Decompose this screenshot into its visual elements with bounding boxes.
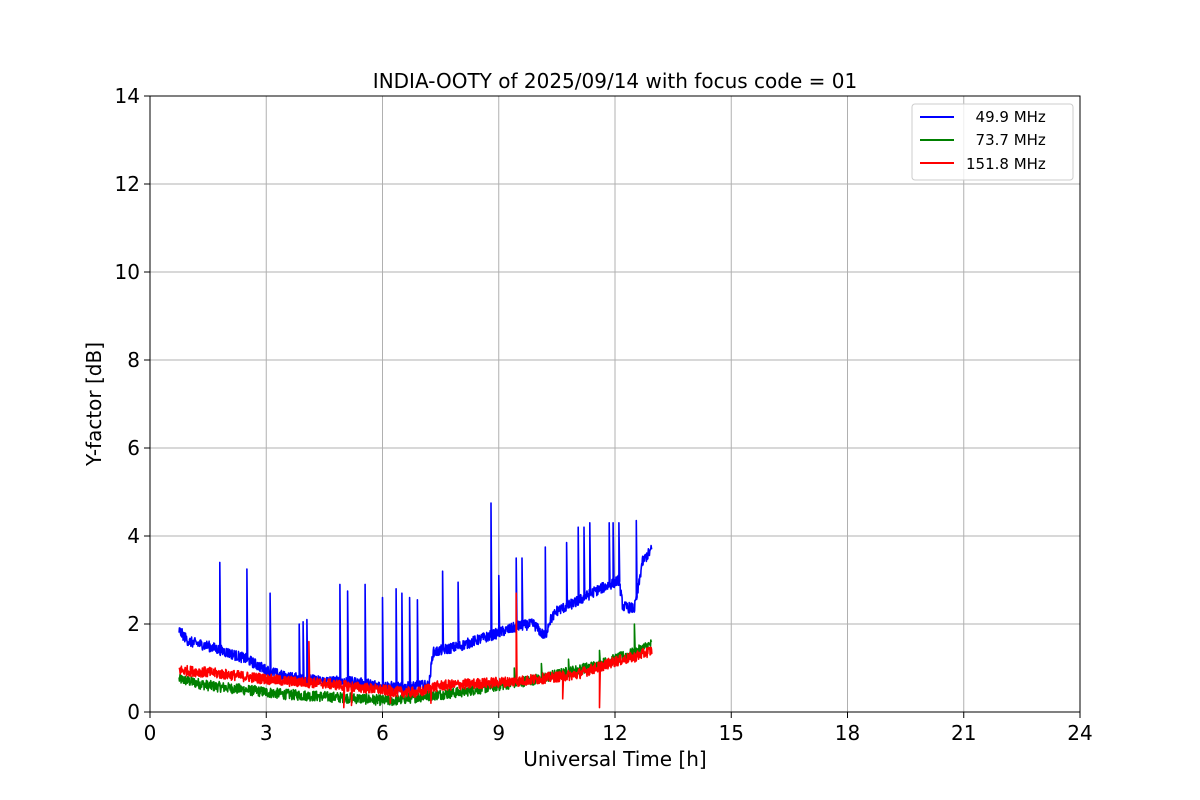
y-tick-label: 8 [127, 348, 140, 372]
y-axis-label: Y-factor [dB] [82, 342, 106, 467]
y-tick-label: 14 [115, 84, 140, 108]
x-tick-label: 15 [719, 721, 744, 745]
x-tick-label: 24 [1067, 721, 1092, 745]
y-tick-label: 4 [127, 524, 140, 548]
y-tick-label: 2 [127, 612, 140, 636]
legend-box [911, 103, 1074, 181]
x-tick-label: 12 [602, 721, 627, 745]
x-tick-label: 0 [144, 721, 157, 745]
x-axis-label: Universal Time [h] [523, 747, 706, 771]
legend-label-151-8: 151.8 MHz [966, 155, 1046, 173]
x-tick-label: 3 [260, 721, 273, 745]
x-tick-label: 18 [835, 721, 860, 745]
y-tick-label: 10 [115, 260, 140, 284]
y-tick-label: 12 [115, 172, 140, 196]
y-tick-label: 0 [127, 700, 140, 724]
legend: 49.9 MHz 73.7 MHz 151.8 MHz [911, 103, 1074, 181]
series-layer [178, 502, 653, 709]
series-line-49-9 [178, 502, 653, 694]
series-line-151-8 [178, 592, 653, 709]
x-tick-label: 6 [376, 721, 389, 745]
legend-label-73-7: 73.7 MHz [966, 131, 1046, 149]
legend-label-49-9: 49.9 MHz [966, 108, 1046, 126]
y-tick-label: 6 [127, 436, 140, 460]
x-tick-label: 21 [951, 721, 976, 745]
x-tick-label: 9 [492, 721, 505, 745]
chart-title: INDIA-OOTY of 2025/09/14 with focus code… [373, 69, 857, 93]
